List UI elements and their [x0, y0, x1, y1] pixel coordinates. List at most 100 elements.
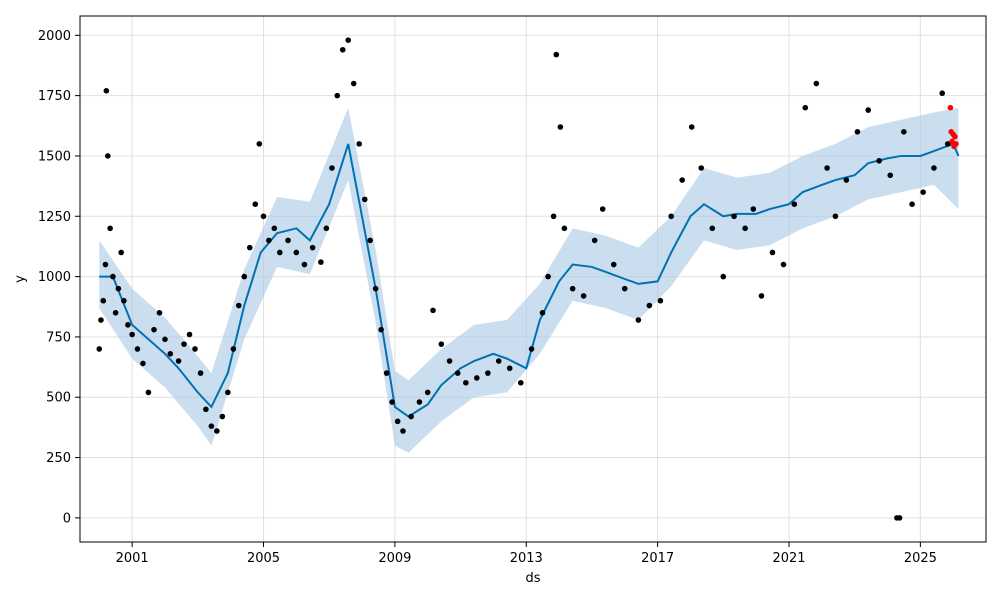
observed-point — [318, 259, 324, 265]
observed-point — [832, 213, 839, 220]
uncertainty-band-group — [99, 107, 959, 453]
observed-point — [668, 213, 675, 220]
observed-point — [235, 302, 242, 309]
observed-point — [474, 375, 480, 381]
observed-point — [657, 297, 664, 304]
observed-point — [162, 336, 168, 343]
observed-point — [197, 370, 204, 376]
observed-point — [876, 157, 882, 164]
observed-point — [334, 92, 341, 99]
observed-point — [145, 389, 152, 396]
observed-point — [599, 206, 606, 212]
observed-point — [920, 189, 926, 195]
observed-point — [167, 350, 174, 357]
y-tick-label: 1250 — [38, 210, 71, 225]
observed-point — [214, 428, 220, 434]
observed-point — [134, 346, 141, 352]
observed-point — [909, 201, 915, 208]
y-tick-label: 750 — [46, 330, 71, 345]
observed-point — [118, 249, 124, 256]
observed-point — [742, 225, 748, 232]
observed-point — [125, 322, 131, 328]
x-tick-label: 2001 — [116, 551, 149, 566]
observed-point — [896, 515, 903, 521]
observed-point — [517, 379, 524, 386]
observed-point — [389, 399, 395, 405]
plot-frame — [79, 15, 987, 543]
observed-point — [750, 206, 757, 212]
observed-point — [463, 379, 469, 386]
observed-point — [887, 172, 894, 179]
y-tick-label: 500 — [46, 391, 71, 406]
observed-point — [424, 389, 431, 396]
observed-point — [802, 104, 809, 111]
observed-point — [813, 80, 820, 87]
x-tick-label: 2013 — [510, 551, 543, 566]
observed-point — [865, 107, 872, 113]
observed-point — [104, 153, 111, 159]
observed-point — [350, 80, 357, 87]
observed-point — [791, 201, 798, 208]
observed-point — [103, 87, 110, 94]
uncertainty-band — [99, 107, 959, 453]
observed-point — [854, 129, 861, 135]
y-ticks: 0 250 500 750 1000 1250 1500 1750 2000 — [38, 29, 80, 526]
observed-point — [129, 331, 135, 338]
observed-point — [151, 326, 157, 333]
observed-point — [175, 358, 182, 364]
observed-point — [485, 370, 491, 376]
observed-point — [454, 370, 461, 376]
observed-point — [569, 285, 576, 292]
observed-point — [901, 129, 907, 135]
observed-point — [400, 428, 406, 434]
observed-point — [323, 225, 330, 232]
test-point — [952, 133, 958, 140]
y-tick-label: 1500 — [38, 149, 71, 164]
observed-point — [408, 413, 414, 420]
observed-point — [110, 273, 116, 280]
observed-point — [780, 261, 787, 268]
observed-point — [329, 165, 335, 171]
observed-point — [121, 297, 127, 304]
x-tick-label: 2021 — [772, 551, 805, 566]
observed-point — [203, 406, 209, 413]
y-tick-label: 1000 — [38, 270, 71, 285]
observed-point — [181, 341, 187, 347]
observed-point — [545, 273, 551, 280]
observed-point — [758, 293, 765, 299]
observed-points-group — [96, 37, 951, 521]
observed-point — [293, 249, 300, 256]
observed-point — [156, 309, 163, 316]
observed-point — [252, 201, 259, 208]
y-tick-label: 2000 — [38, 29, 71, 44]
observed-point — [102, 261, 109, 268]
plot-background — [80, 16, 986, 542]
observed-point — [372, 285, 379, 292]
x-tick-label: 2009 — [378, 551, 411, 566]
observed-point — [383, 370, 390, 376]
observed-point — [301, 261, 308, 268]
observed-point — [339, 46, 346, 53]
observed-point — [438, 341, 445, 347]
observed-point — [539, 309, 546, 316]
observed-point — [635, 317, 642, 323]
observed-point — [550, 213, 557, 220]
observed-point — [561, 225, 568, 232]
observed-point — [285, 237, 291, 244]
observed-point — [367, 237, 373, 244]
observed-point — [621, 285, 628, 292]
observed-point — [939, 90, 946, 97]
y-tick-label: 250 — [46, 451, 71, 466]
observed-point — [246, 244, 253, 251]
observed-point — [824, 165, 830, 171]
x-ticks: 2001 2005 2009 2013 2017 2021 2025 — [116, 542, 937, 566]
observed-point — [256, 141, 263, 147]
x-tick-label: 2025 — [904, 551, 937, 566]
x-tick-label: 2005 — [247, 551, 280, 566]
observed-point — [495, 358, 502, 364]
observed-point — [591, 237, 598, 244]
observed-point — [276, 249, 283, 256]
observed-point — [208, 423, 215, 429]
observed-point — [720, 273, 727, 280]
